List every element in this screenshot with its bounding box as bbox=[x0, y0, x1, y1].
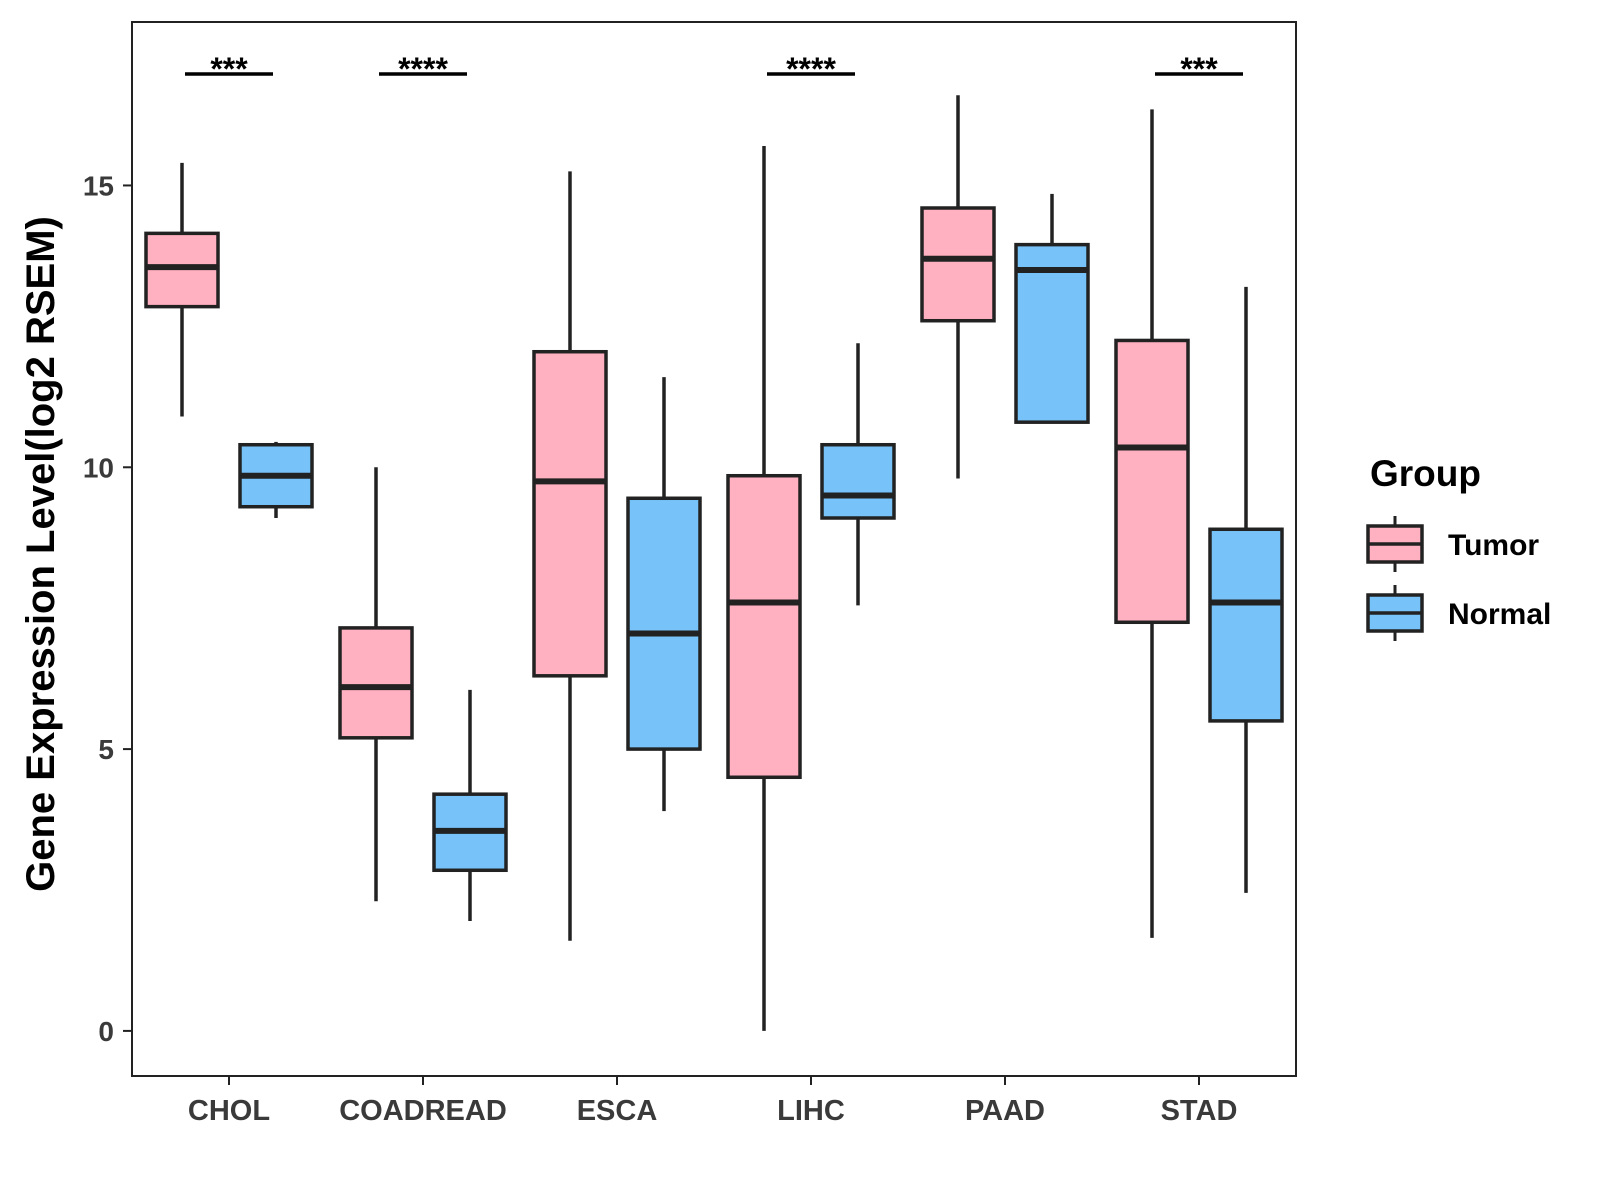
box-paad-normal bbox=[1014, 193, 1090, 424]
box-body-stad-tumor bbox=[1114, 338, 1190, 625]
x-tick-label-paad: PAAD bbox=[965, 1095, 1045, 1127]
box-stad-tumor bbox=[1114, 109, 1190, 938]
box-lihc-tumor bbox=[726, 146, 802, 1031]
significance-label-coadread: **** bbox=[398, 51, 448, 87]
y-tick-label-0: 0 bbox=[98, 1016, 114, 1047]
box-chol-normal bbox=[238, 441, 314, 518]
y-tick-label-10: 10 bbox=[83, 452, 114, 483]
y-tick-label-5: 5 bbox=[98, 734, 114, 765]
legend-label-tumor: Tumor bbox=[1448, 529, 1539, 562]
significance-layer: *** **** **** *** bbox=[185, 51, 1243, 87]
axes-layer: 0 5 10 15 CHOL COADREAD ESCA LIHC PAAD STAD bbox=[83, 21, 1297, 1127]
box-body-paad-tumor bbox=[920, 206, 996, 323]
x-tick-label-stad: STAD bbox=[1161, 1095, 1238, 1127]
box-paad-tumor bbox=[920, 95, 996, 479]
x-tick-label-chol: CHOL bbox=[188, 1095, 270, 1127]
significance-label-stad: *** bbox=[1180, 51, 1218, 87]
box-body-coadread-tumor bbox=[338, 626, 414, 740]
x-tick-label-lihc: LIHC bbox=[777, 1095, 845, 1127]
box-coadread-tumor bbox=[338, 467, 414, 902]
y-axis-title-group: Gene Expression Level(log2 RSEM) bbox=[19, 216, 63, 892]
box-chol-tumor bbox=[144, 162, 220, 417]
box-body-paad-normal bbox=[1014, 242, 1090, 424]
x-tick-label-coadread: COADREAD bbox=[339, 1095, 507, 1127]
legend: Group Tumor Normal bbox=[1366, 453, 1551, 641]
box-coadread-normal bbox=[432, 689, 508, 921]
significance-label-chol: *** bbox=[210, 51, 248, 87]
box-esca-tumor bbox=[532, 171, 608, 941]
box-lihc-normal bbox=[820, 343, 896, 606]
box-stad-normal bbox=[1208, 286, 1284, 893]
box-body-stad-normal bbox=[1208, 527, 1284, 723]
legend-title: Group bbox=[1370, 453, 1481, 494]
legend-item-normal: Normal bbox=[1366, 585, 1551, 641]
y-tick-label-15: 15 bbox=[83, 170, 114, 201]
box-body-esca-normal bbox=[626, 496, 702, 751]
significance-label-lihc: **** bbox=[786, 51, 836, 87]
legend-item-tumor: Tumor bbox=[1366, 516, 1539, 572]
x-tick-label-esca: ESCA bbox=[577, 1095, 658, 1127]
boxes-layer bbox=[144, 95, 1284, 1031]
box-body-esca-tumor bbox=[532, 349, 608, 678]
box-body-lihc-normal bbox=[820, 442, 896, 520]
y-axis-title: Gene Expression Level(log2 RSEM) bbox=[19, 216, 63, 892]
legend-label-normal: Normal bbox=[1448, 598, 1551, 631]
box-esca-normal bbox=[626, 377, 702, 812]
box-body-lihc-tumor bbox=[726, 473, 802, 780]
plot-panel-border bbox=[131, 21, 1297, 1077]
